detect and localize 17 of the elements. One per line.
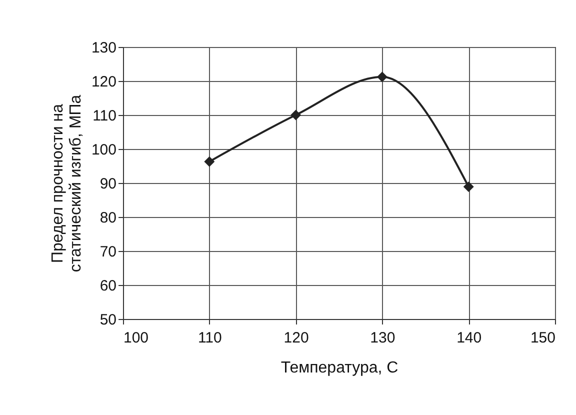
y-tick-label: 110 — [92, 108, 116, 124]
y-tick-label: 120 — [91, 74, 116, 90]
y-tick-label: 70 — [100, 244, 116, 260]
y-tick-label: 100 — [91, 142, 116, 158]
y-tick-label: 60 — [100, 278, 116, 294]
y-tick-label: 130 — [91, 40, 116, 56]
y-axis-title: Предел прочности на статический изгиб, МПа — [49, 94, 84, 272]
y-tick-label: 50 — [100, 312, 116, 328]
x-tick-label: 110 — [198, 330, 222, 346]
y-tick-label: 80 — [100, 210, 116, 226]
x-tick-label: 100 — [124, 330, 149, 346]
x-axis-title: Температура, С — [280, 360, 398, 376]
x-tick-label: 150 — [530, 330, 556, 346]
y-tick-label: 90 — [100, 176, 116, 192]
x-tick-label: 120 — [284, 330, 309, 346]
x-tick-label: 140 — [456, 330, 482, 346]
x-tick-label: 130 — [370, 330, 396, 346]
